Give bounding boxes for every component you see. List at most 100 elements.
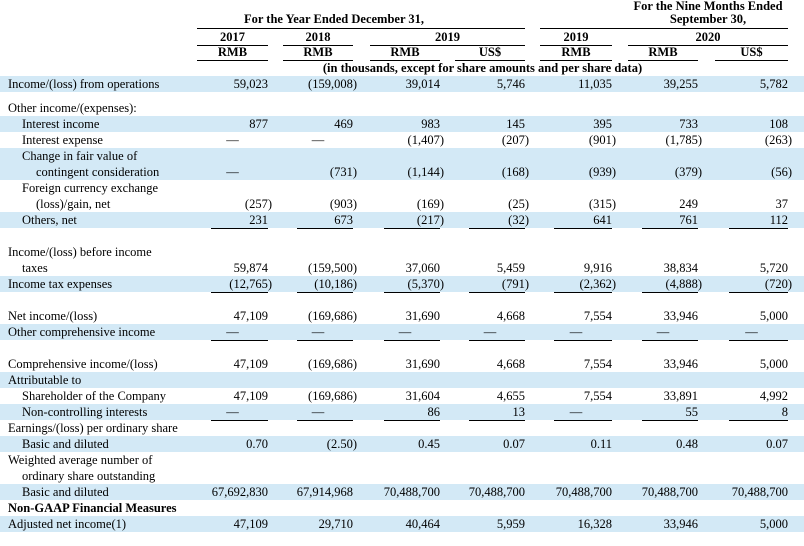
value-cell: 67,692,830 — [211, 485, 268, 499]
value-cell: 4,668 — [496, 357, 525, 371]
row-label: taxes — [22, 261, 48, 275]
row-label: Income tax expenses — [8, 277, 113, 291]
value-cell: 33,946 — [663, 309, 698, 323]
value-cell: (5,370) — [407, 277, 444, 291]
rule — [384, 340, 440, 341]
row-label: Income/(loss) before income — [8, 245, 152, 259]
year-heading: 2019 — [563, 30, 589, 44]
row-label: Attributable to — [8, 373, 82, 387]
value-cell: 0.45 — [418, 437, 440, 451]
value-cell: 0.48 — [676, 437, 698, 451]
value-cell: 108 — [769, 117, 788, 131]
value-cell: (315) — [588, 197, 616, 211]
value-cell: (379) — [674, 165, 702, 179]
value-cell: 733 — [679, 117, 698, 131]
value-cell: 983 — [421, 117, 440, 131]
rule — [197, 60, 268, 61]
value-cell: 29,710 — [318, 517, 353, 531]
rule — [642, 340, 698, 341]
rule — [211, 420, 268, 421]
row-label: Foreign currency exchange — [22, 181, 159, 195]
value-cell: 0.11 — [590, 437, 612, 451]
currency-heading: US$ — [740, 45, 763, 59]
value-cell: (217) — [416, 213, 444, 227]
value-cell: 67,914,968 — [296, 485, 353, 499]
value-cell: (257) — [244, 197, 272, 211]
value-cell: 4,992 — [759, 389, 788, 403]
rule — [211, 292, 268, 293]
row-label: Non-controlling interests — [22, 405, 148, 419]
value-cell: 8 — [781, 405, 788, 419]
rule — [197, 28, 525, 29]
value-cell: 39,014 — [405, 77, 440, 91]
rule — [729, 228, 788, 229]
rule — [469, 420, 525, 421]
value-cell: (12,765) — [229, 277, 272, 291]
rule — [554, 340, 612, 341]
row-shade — [0, 372, 804, 388]
rule — [628, 45, 788, 46]
value-cell: 469 — [334, 117, 353, 131]
row-label: Non-GAAP Financial Measures — [8, 501, 177, 515]
group-heading: For the Nine Months Ended — [633, 0, 783, 13]
rule — [540, 28, 788, 29]
row-label: (loss)/gain, net — [36, 197, 111, 211]
value-cell: (1,785) — [665, 133, 702, 147]
row-label: Basic and diluted — [22, 485, 109, 499]
row-label: Income/(loss) from operations — [8, 77, 160, 91]
value-cell: (939) — [588, 165, 616, 179]
value-cell: (791) — [501, 277, 529, 291]
rule — [642, 292, 698, 293]
rule — [297, 340, 353, 341]
value-cell: 47,109 — [233, 517, 268, 531]
value-cell: (32) — [508, 213, 529, 227]
value-cell: 11,035 — [578, 77, 612, 91]
units-note: (in thousands, except for share amounts … — [322, 61, 643, 75]
value-cell: (1,144) — [407, 165, 444, 179]
rule — [384, 292, 440, 293]
value-cell: (4,888) — [665, 277, 702, 291]
rule — [554, 228, 612, 229]
value-cell: 59,023 — [233, 77, 268, 91]
rule — [642, 420, 698, 421]
row-label: contingent consideration — [36, 165, 160, 179]
value-cell: 877 — [249, 117, 268, 131]
row-shade — [0, 404, 804, 420]
value-cell: 70,488,700 — [383, 485, 440, 499]
dash-cell: — — [226, 325, 239, 339]
value-cell: 9,916 — [583, 261, 612, 275]
dash-cell: — — [398, 325, 412, 339]
rule — [370, 45, 525, 46]
value-cell: 86 — [427, 405, 441, 419]
value-cell: 231 — [249, 213, 268, 227]
rule — [642, 228, 698, 229]
value-cell: (731) — [329, 165, 357, 179]
value-cell: 13 — [512, 405, 526, 419]
value-cell: 761 — [679, 213, 698, 227]
value-cell: 37,060 — [405, 261, 440, 275]
row-label: Weighted average number of — [8, 453, 153, 467]
rule — [283, 45, 353, 46]
currency-heading: RMB — [648, 45, 678, 59]
row-shade — [0, 516, 804, 532]
dash-cell: — — [569, 325, 583, 339]
value-cell: 673 — [334, 213, 353, 227]
value-cell: 70,488,700 — [641, 485, 698, 499]
value-cell: 249 — [679, 197, 698, 211]
rule — [297, 292, 353, 293]
rule — [197, 45, 268, 46]
currency-heading: US$ — [478, 45, 502, 59]
rule — [729, 420, 788, 421]
value-cell: 47,109 — [233, 309, 268, 323]
rule — [384, 420, 440, 421]
value-cell: 33,891 — [663, 389, 698, 403]
row-label: Other comprehensive income — [8, 325, 156, 339]
value-cell: 47,109 — [233, 357, 268, 371]
row-shade — [0, 212, 804, 228]
rule — [384, 228, 440, 229]
value-cell: (169) — [416, 197, 444, 211]
group-heading: September 30, — [669, 12, 747, 26]
value-cell: 31,690 — [405, 357, 440, 371]
row-label: Others, net — [22, 213, 77, 227]
